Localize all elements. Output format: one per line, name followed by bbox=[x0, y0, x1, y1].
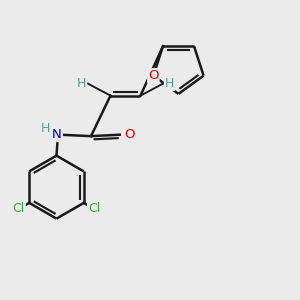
Text: H: H bbox=[41, 122, 50, 134]
Text: N: N bbox=[52, 128, 62, 141]
Text: H: H bbox=[77, 77, 86, 90]
Text: O: O bbox=[148, 69, 159, 82]
Text: Cl: Cl bbox=[13, 202, 25, 215]
Text: Cl: Cl bbox=[88, 202, 100, 215]
Text: H: H bbox=[165, 77, 174, 90]
Text: O: O bbox=[124, 128, 135, 141]
